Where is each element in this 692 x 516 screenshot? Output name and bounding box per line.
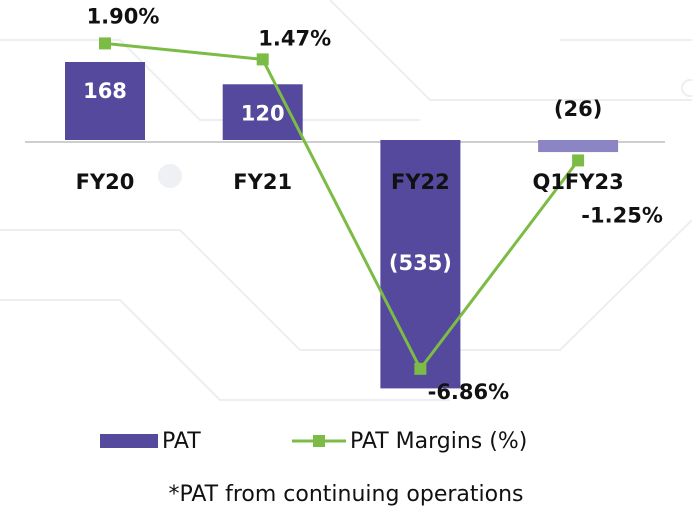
line [104,41,580,372]
footnote: *PAT from continuing operations [168,482,523,507]
line-marker [256,53,269,66]
legend-label: PAT [162,429,201,454]
legend-swatch [313,435,325,447]
legend-label: PAT Margins (%) [350,429,527,454]
data-label: -1.25% [581,203,663,227]
data-label: 1.47% [258,26,331,50]
x-tick-label: FY20 [76,170,135,194]
data-label: -6.86% [428,380,510,404]
line-marker [572,154,585,167]
x-tick-label: Q1FY23 [532,170,623,194]
data-label: 120 [241,101,285,125]
legend-swatch [100,434,158,448]
x-tick-label: FY22 [391,170,450,194]
data-label: 1.90% [87,4,160,28]
bar [538,140,619,153]
x-tick-label: FY21 [233,170,292,194]
data-label: (535) [389,251,452,275]
data-label: 168 [83,79,127,103]
line-marker [99,37,111,50]
bar [380,140,461,389]
bar [65,62,145,140]
line-marker [414,362,427,375]
background-decoration [0,0,692,401]
data-label: (26) [554,97,602,121]
